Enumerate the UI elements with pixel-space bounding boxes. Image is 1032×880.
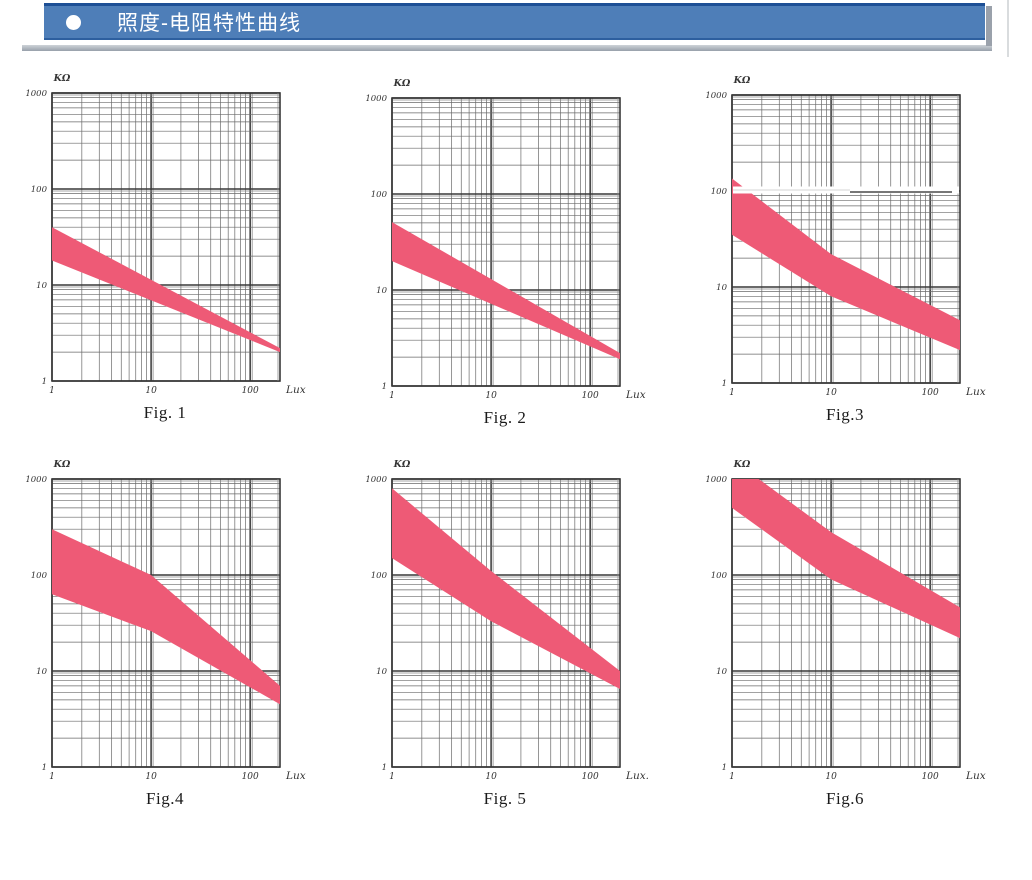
svg-text:100: 100 [371,190,388,200]
section-title: 照度-电阻特性曲线 [117,12,301,35]
svg-text:Lux: Lux [285,770,306,782]
resistance-band-fig5 [392,488,620,689]
header-shadow-right [986,6,992,46]
svg-text:1: 1 [382,382,387,392]
chart-canvas-fig2: KΩ 1000 100 10 11 10 100 Lux [365,78,645,401]
svg-text:10: 10 [825,772,837,782]
resistance-band-fig1 [52,227,280,353]
resistance-band-fig3 [732,178,960,351]
svg-text:1: 1 [722,379,727,389]
chart-caption-fig1: Fig. 1 [143,403,187,422]
svg-text:KΩ: KΩ [53,459,71,470]
chart-canvas-fig1: KΩ 1000 100 10 11 10 100 Lux [25,73,305,396]
svg-text:1: 1 [729,772,735,782]
svg-text:KΩ: KΩ [393,78,411,89]
chart-fig3: KΩ 1000 100 10 1 1 10 100 Lux Fig.3 [690,69,1000,425]
chart-caption-fig3: Fig.3 [826,405,864,424]
svg-text:10: 10 [485,391,497,401]
chart-caption-fig2: Fig. 2 [483,408,527,427]
chart-fig4: KΩ 1000 100 10 1 1 10 100 Lux Fig.4 [10,453,320,809]
chart-canvas-fig4: KΩ 1000 100 10 11 10 100 Lux [25,459,305,782]
chart-fig2: KΩ 1000 100 10 1 1 10 100 Lux Fig. 2 [350,72,660,428]
svg-text:1000: 1000 [705,475,727,485]
svg-text:1: 1 [42,763,47,773]
svg-text:10: 10 [36,667,47,677]
svg-text:KΩ: KΩ [733,75,751,86]
svg-text:10: 10 [485,772,497,782]
svg-text:1000: 1000 [365,94,387,104]
svg-text:1000: 1000 [25,475,47,485]
section-header-bar: 照度-电阻特性曲线 [44,3,985,40]
axis-labels-fig1: KΩ 1000 100 10 11 10 100 Lux [25,73,305,396]
bullet-icon [66,14,81,30]
chart-canvas-fig3: KΩ 1000 100 10 11 10 100 Lux [705,75,985,398]
axis-labels-fig6: KΩ 1000 100 10 11 10 100 Lux [705,459,985,782]
svg-text:Lux: Lux [965,770,986,782]
svg-text:1: 1 [49,772,55,782]
svg-text:100: 100 [31,571,48,581]
chart-caption-fig4: Fig.4 [146,789,184,808]
svg-text:KΩ: KΩ [393,459,411,470]
header-shadow-bottom [22,45,992,51]
svg-text:1000: 1000 [365,475,387,485]
svg-text:KΩ: KΩ [733,459,751,470]
svg-text:1: 1 [722,763,727,773]
svg-text:1000: 1000 [25,89,47,99]
svg-text:10: 10 [716,283,727,293]
chart-fig1: KΩ 1000 100 10 1 1 10 100 Lux Fig. 1 [10,67,320,423]
chart-canvas-fig5: KΩ 1000 100 10 11 10 100 Lux. [365,459,649,782]
svg-text:1: 1 [49,386,55,396]
chart-fig5: KΩ 1000 100 10 1 1 10 100 Lux. Fig. 5 [350,453,660,809]
svg-text:100: 100 [582,391,599,401]
svg-text:100: 100 [711,571,728,581]
svg-text:10: 10 [716,667,727,677]
chart-fig6: KΩ 1000 100 10 1 1 10 100 Lux Fig.6 [690,453,1000,809]
svg-text:1000: 1000 [705,91,727,101]
svg-text:Lux: Lux [965,386,986,398]
svg-text:1: 1 [42,377,47,387]
svg-text:100: 100 [922,388,939,398]
svg-text:100: 100 [242,386,259,396]
svg-text:1: 1 [729,388,735,398]
svg-text:100: 100 [582,772,599,782]
svg-text:100: 100 [371,571,388,581]
svg-text:10: 10 [376,667,387,677]
svg-text:10: 10 [145,772,157,782]
svg-text:1: 1 [389,391,395,401]
svg-text:Lux: Lux [285,384,306,396]
svg-text:100: 100 [922,772,939,782]
svg-text:1: 1 [382,763,387,773]
resistance-band-fig4 [52,529,280,705]
svg-text:KΩ: KΩ [53,73,71,84]
svg-text:Lux.: Lux. [625,770,649,782]
svg-text:100: 100 [31,185,48,195]
svg-text:10: 10 [36,281,47,291]
svg-text:100: 100 [242,772,259,782]
page-edge-line [1007,0,1009,57]
axis-labels-fig3: KΩ 1000 100 10 11 10 100 Lux [705,75,985,398]
svg-text:Lux: Lux [625,389,646,401]
axis-labels-fig4: KΩ 1000 100 10 11 10 100 Lux [25,459,305,782]
svg-text:1: 1 [389,772,395,782]
svg-text:10: 10 [376,286,387,296]
chart-caption-fig6: Fig.6 [826,789,864,808]
chart-caption-fig5: Fig. 5 [483,789,527,808]
resistance-band-fig2 [392,222,620,360]
svg-text:10: 10 [825,388,837,398]
chart-canvas-fig6: KΩ 1000 100 10 11 10 100 Lux [705,459,985,782]
axis-labels-fig2: KΩ 1000 100 10 11 10 100 Lux [365,78,645,401]
resistance-band-fig6 [732,479,960,639]
grid-fig3 [731,94,961,384]
svg-text:100: 100 [711,187,728,197]
svg-text:10: 10 [145,386,157,396]
axis-labels-fig5: KΩ 1000 100 10 11 10 100 Lux. [365,459,649,782]
